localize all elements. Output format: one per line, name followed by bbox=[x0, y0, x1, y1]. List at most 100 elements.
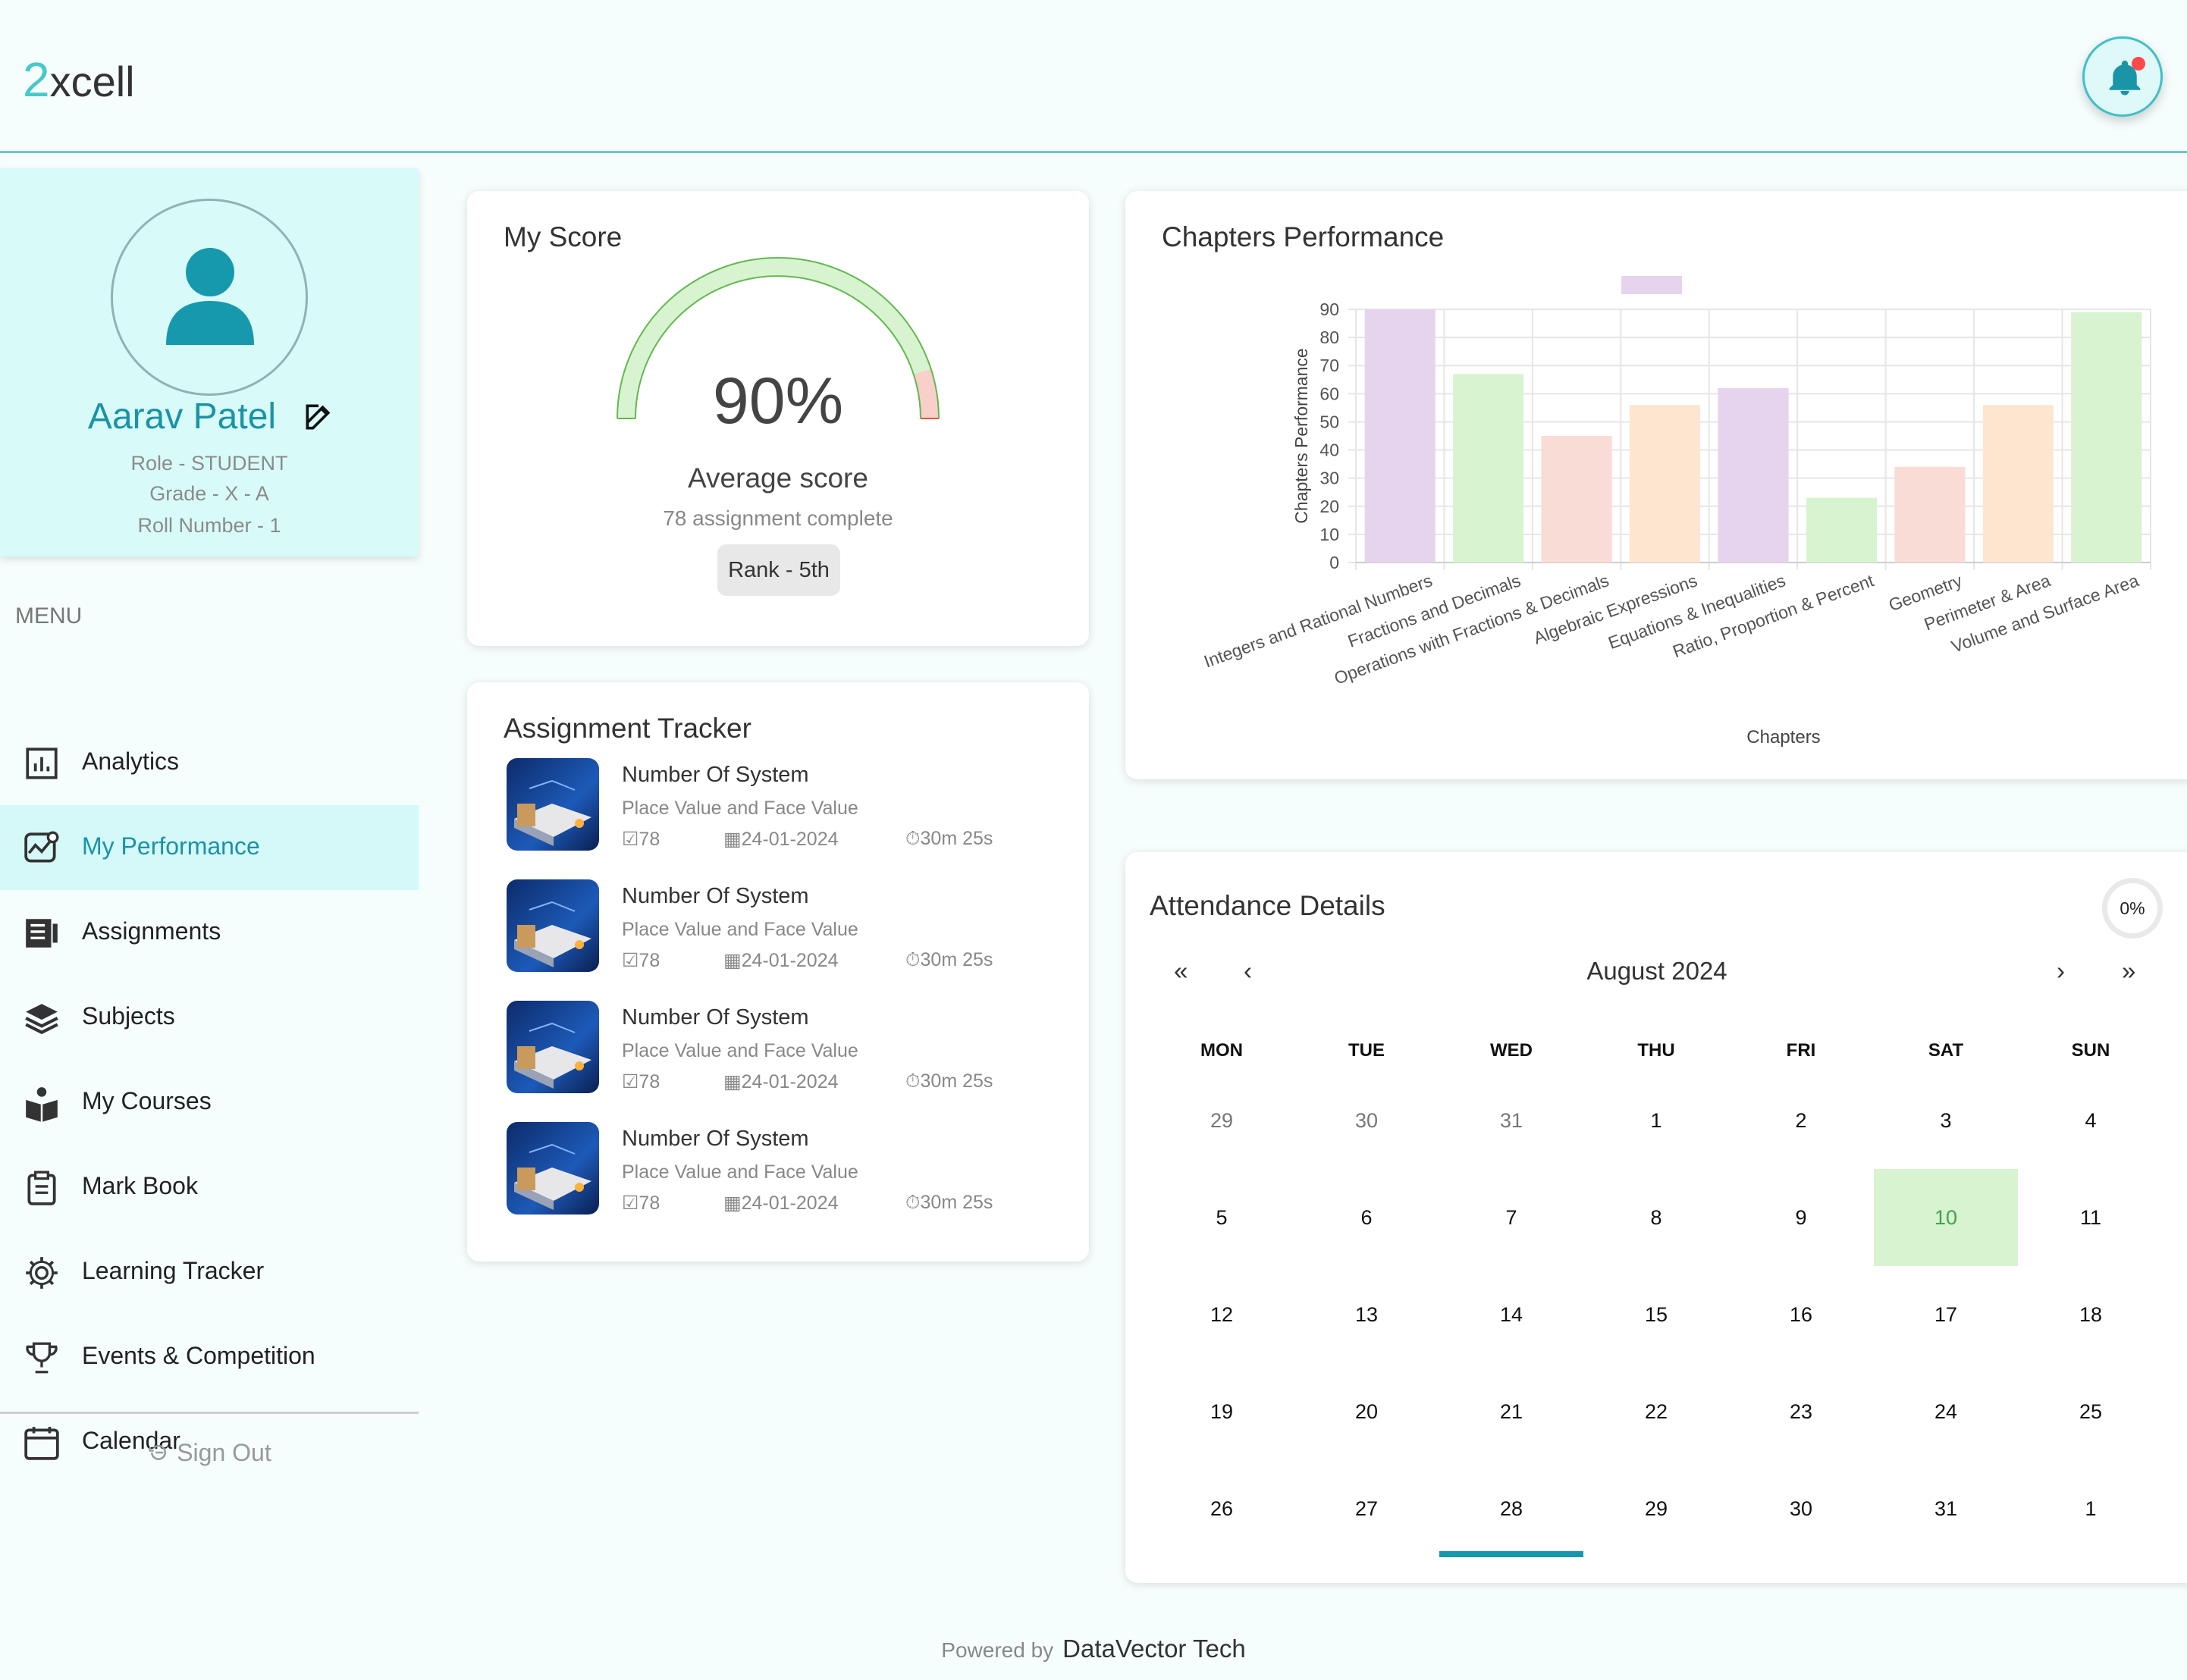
calendar-day-today[interactable]: 10 bbox=[1874, 1169, 2018, 1266]
menu-label: MENU bbox=[15, 603, 83, 628]
edit-icon[interactable] bbox=[302, 400, 335, 434]
chart-bar bbox=[2071, 312, 2142, 563]
chart-legend-swatch[interactable] bbox=[1621, 276, 1682, 294]
calendar-day[interactable]: 31 bbox=[1499, 1109, 1523, 1132]
calendar-next-button[interactable]: › bbox=[2057, 957, 2065, 985]
calendar-day[interactable]: 20 bbox=[1354, 1400, 1379, 1423]
calendar-day[interactable]: 16 bbox=[1789, 1303, 1813, 1326]
profile-card: Aarav Patel Role - STUDENT Grade - X - A… bbox=[0, 168, 419, 556]
calendar-day[interactable]: 7 bbox=[1505, 1206, 1517, 1229]
notification-button[interactable] bbox=[2082, 36, 2163, 117]
calendar-day[interactable]: 3 bbox=[1940, 1109, 1952, 1132]
calendar-day[interactable]: 31 bbox=[1934, 1497, 1958, 1520]
assignment-date: ▦24-01-2024 bbox=[723, 1071, 839, 1092]
profile-roll: Roll Number - 1 bbox=[137, 514, 281, 537]
weekday-header: SUN bbox=[2071, 1040, 2110, 1061]
calendar-day[interactable]: 23 bbox=[1789, 1400, 1813, 1423]
calendar-day[interactable]: 29 bbox=[1210, 1109, 1234, 1132]
y-axis-title: Chapters Performance bbox=[1291, 348, 1311, 523]
date-icon: ▦ bbox=[723, 829, 742, 850]
sidebar: Aarav Patel Role - STUDENT Grade - X - A… bbox=[0, 168, 419, 1497]
chart-bar bbox=[1894, 466, 1966, 563]
bell-icon bbox=[2109, 60, 2141, 96]
assignment-time: ⏱30m 25s bbox=[905, 1070, 993, 1092]
top-header: 2xcell bbox=[0, 0, 2187, 153]
calendar-day[interactable]: 19 bbox=[1210, 1400, 1234, 1423]
assignment-item[interactable]: Number Of System Place Value and Face Val… bbox=[507, 879, 1037, 973]
calendar-day[interactable]: 12 bbox=[1210, 1303, 1234, 1326]
assignment-subtitle: Place Value and Face Value bbox=[622, 919, 858, 940]
y-tick-label: 30 bbox=[1319, 469, 1339, 488]
calendar-day[interactable]: 9 bbox=[1795, 1206, 1807, 1229]
sign-out-button[interactable]: Sign Out bbox=[0, 1439, 419, 1467]
calendar-day[interactable]: 4 bbox=[2085, 1109, 2097, 1132]
sidebar-item-my-courses[interactable]: My Courses bbox=[0, 1060, 419, 1145]
assignment-item[interactable]: Number Of System Place Value and Face Val… bbox=[507, 758, 1037, 852]
calendar-day[interactable]: 27 bbox=[1354, 1497, 1379, 1520]
calendar-day[interactable]: 8 bbox=[1650, 1206, 1662, 1229]
sidebar-item-analytics[interactable]: Analytics bbox=[0, 720, 419, 805]
y-tick-label: 80 bbox=[1319, 328, 1339, 347]
calendar-day[interactable]: 25 bbox=[2079, 1400, 2103, 1423]
sidebar-item-label: My Performance bbox=[82, 832, 260, 860]
calendar-first-button[interactable]: « bbox=[1174, 957, 1188, 985]
subjects-icon bbox=[25, 1004, 58, 1035]
profile-name: Aarav Patel bbox=[87, 396, 277, 437]
calendar-day[interactable]: 1 bbox=[1650, 1109, 1662, 1132]
gear-icon bbox=[26, 1257, 58, 1289]
y-tick-label: 70 bbox=[1319, 356, 1339, 375]
calendar-day[interactable]: 6 bbox=[1360, 1206, 1373, 1229]
weekday-header: TUE bbox=[1348, 1040, 1385, 1061]
average-score-label: Average score bbox=[688, 462, 868, 494]
calendar-prev-button[interactable]: ‹ bbox=[1244, 957, 1252, 985]
calendar-day[interactable]: 17 bbox=[1934, 1303, 1958, 1326]
calendar-day[interactable]: 18 bbox=[2079, 1303, 2103, 1326]
calendar-day[interactable]: 29 bbox=[1644, 1497, 1668, 1520]
assignment-date: ▦24-01-2024 bbox=[723, 950, 839, 971]
calendar-day[interactable]: 28 bbox=[1439, 1460, 1583, 1557]
sidebar-item-mark-book[interactable]: Mark Book bbox=[0, 1145, 419, 1230]
assignment-item[interactable]: Number Of System Place Value and Face Val… bbox=[507, 1122, 1037, 1216]
sidebar-item-assignments[interactable]: Assignments bbox=[0, 890, 419, 975]
calendar-day[interactable]: 21 bbox=[1499, 1400, 1523, 1423]
calendar-day[interactable]: 2 bbox=[1795, 1109, 1807, 1132]
sidebar-item-subjects[interactable]: Subjects bbox=[0, 975, 419, 1060]
sidebar-item-my-performance[interactable]: My Performance bbox=[0, 805, 419, 890]
y-tick-label: 20 bbox=[1319, 497, 1339, 516]
chart-title: Chapters Performance bbox=[1162, 221, 1445, 252]
checkbox-icon: ☑ bbox=[622, 1193, 639, 1214]
calendar-day[interactable]: 30 bbox=[1354, 1109, 1379, 1132]
attendance-title: Attendance Details bbox=[1150, 890, 1385, 921]
calendar-month[interactable]: August 2024 bbox=[1586, 957, 1727, 985]
y-tick-label: 50 bbox=[1319, 412, 1339, 431]
assignment-item[interactable]: Number Of System Place Value and Face Val… bbox=[507, 1001, 1037, 1095]
calendar-day[interactable]: 11 bbox=[2079, 1206, 2102, 1229]
sidebar-item-learning-tracker[interactable]: Learning Tracker bbox=[0, 1230, 419, 1315]
assignment-subtitle: Place Value and Face Value bbox=[622, 798, 858, 819]
assignment-count: ☑78 bbox=[622, 950, 660, 971]
date-icon: ▦ bbox=[723, 950, 742, 971]
calendar-day[interactable]: 14 bbox=[1499, 1303, 1523, 1326]
calendar-day[interactable]: 24 bbox=[1934, 1400, 1958, 1423]
assignment-time: ⏱30m 25s bbox=[905, 1192, 993, 1213]
calendar-day[interactable]: 26 bbox=[1210, 1497, 1234, 1520]
sidebar-item-label: Assignments bbox=[82, 917, 221, 945]
profile-role: Role - STUDENT bbox=[130, 452, 288, 475]
avatar[interactable] bbox=[111, 199, 308, 396]
calendar-day[interactable]: 13 bbox=[1354, 1303, 1379, 1326]
logo[interactable]: 2xcell bbox=[23, 52, 135, 108]
sidebar-item-events-competition[interactable]: Events & Competition bbox=[0, 1315, 419, 1399]
calendar-day[interactable]: 15 bbox=[1644, 1303, 1668, 1326]
calendar-last-button[interactable]: » bbox=[2122, 957, 2136, 985]
calendar-day[interactable]: 22 bbox=[1644, 1400, 1668, 1423]
chart-bar bbox=[1364, 309, 1436, 563]
calendar-day[interactable]: 5 bbox=[1216, 1206, 1228, 1229]
checkbox-icon: ☑ bbox=[622, 1071, 639, 1092]
sign-out-label: Sign Out bbox=[177, 1439, 271, 1466]
score-percentage: 90% bbox=[712, 365, 844, 437]
footer-company[interactable]: DataVector Tech bbox=[1062, 1635, 1246, 1663]
calendar-day[interactable]: 30 bbox=[1789, 1497, 1813, 1520]
sidebar-item-label: Analytics bbox=[82, 748, 180, 775]
performance-icon bbox=[24, 831, 59, 863]
calendar-day[interactable]: 1 bbox=[2085, 1497, 2097, 1520]
